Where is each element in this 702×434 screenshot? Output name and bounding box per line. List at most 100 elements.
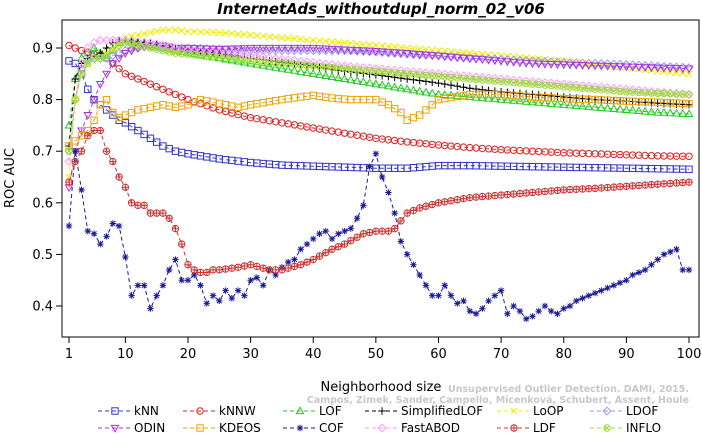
point-ODIN-60 <box>434 52 443 61</box>
point-LDF-92 <box>635 181 643 190</box>
point-LOF-66 <box>471 92 481 101</box>
legend-label-KDEOS: KDEOS <box>219 421 261 434</box>
point-kNNW-15 <box>152 83 161 91</box>
point-LDF-94 <box>647 180 656 189</box>
point-LOF-44 <box>333 73 343 82</box>
point-ODIN-62 <box>446 53 456 62</box>
point-ODIN-11 <box>127 47 137 56</box>
point-LoOP-30 <box>247 31 255 39</box>
point-FastABOD-80 <box>559 79 569 89</box>
point-LOF-58 <box>421 87 431 96</box>
point-INFLO-6 <box>96 54 105 63</box>
point-LDF-85 <box>591 184 599 193</box>
point-INFLO-2 <box>71 95 79 104</box>
point-LoOP-80 <box>560 57 568 65</box>
point-ODIN-64 <box>459 54 469 63</box>
x-tick-label-40: 40 <box>305 347 322 362</box>
point-LDOF-31 <box>252 46 262 56</box>
point-ODIN-10 <box>120 50 130 58</box>
point-FastABOD-90 <box>621 84 631 94</box>
point-ODIN-90 <box>621 63 631 72</box>
point-LDF-96 <box>660 180 668 188</box>
legend-item-kNN: kNN <box>98 404 159 418</box>
point-COF-88 <box>610 282 618 289</box>
point-LOF-76 <box>534 97 544 106</box>
legend-label-INFLO: INFLO <box>626 421 661 434</box>
point-LDF-11 <box>127 199 136 207</box>
point-SimplifiedLOF-78 <box>547 92 556 100</box>
point-COF-72 <box>510 302 517 310</box>
point-LDF-39 <box>303 258 311 266</box>
point-LOF-89 <box>615 104 625 113</box>
point-LDF-21 <box>190 266 198 274</box>
point-kNN-16 <box>159 142 167 150</box>
point-FastABOD-95 <box>653 87 663 97</box>
point-LDF-71 <box>503 190 512 199</box>
point-LOF-49 <box>365 78 375 87</box>
legend-item-LDF: LDF <box>497 421 556 434</box>
point-SimplifiedLOF-54 <box>397 74 405 82</box>
point-COF-19 <box>178 277 185 284</box>
point-FastABOD-92 <box>634 85 644 95</box>
point-COF-67 <box>479 305 486 312</box>
legend-label-ODIN: ODIN <box>134 421 165 434</box>
point-ODIN-33 <box>264 44 274 53</box>
point-FastABOD-82 <box>571 80 581 90</box>
point-LDF-34 <box>271 266 280 274</box>
point-INFLO-100 <box>685 90 693 99</box>
point-LDF-90 <box>622 182 631 190</box>
point-COF-49 <box>366 163 373 170</box>
point-FastABOD-43 <box>327 60 337 70</box>
point-FastABOD-33 <box>264 53 274 63</box>
point-ODIN-67 <box>477 56 487 65</box>
point-LDF-83 <box>578 185 587 193</box>
point-LoOP-23 <box>203 28 211 36</box>
point-LDF-18 <box>171 224 180 233</box>
point-COF-57 <box>416 271 423 279</box>
point-ODIN-74 <box>521 59 531 68</box>
point-LDF-26 <box>221 265 230 273</box>
point-ODIN-25 <box>214 45 224 54</box>
point-LOF-65 <box>465 92 475 101</box>
point-FastABOD-7 <box>102 35 112 45</box>
point-COF-66 <box>472 310 480 317</box>
point-LDF-61 <box>441 198 449 206</box>
point-LDOF-41 <box>314 46 325 56</box>
point-COF-20 <box>184 277 192 284</box>
point-LDF-16 <box>159 209 167 217</box>
credit-line-2: Campos, Zimek, Sander, Campello, Micenko… <box>307 395 689 406</box>
point-LDF-13 <box>140 201 148 210</box>
point-LOF-91 <box>628 105 638 114</box>
point-LOF-54 <box>396 83 406 92</box>
point-LOF-88 <box>609 104 619 112</box>
point-LoOP-10 <box>121 34 129 42</box>
point-COF-29 <box>241 292 248 299</box>
point-LDOF-81 <box>565 58 575 68</box>
legend-marker-LoOP <box>510 407 518 415</box>
point-FastABOD-47 <box>352 62 362 72</box>
legend-marker-INFLO <box>603 424 611 432</box>
point-LOF-26 <box>221 54 231 63</box>
point-COF-97 <box>667 248 674 256</box>
point-FastABOD-89 <box>615 84 625 94</box>
point-LDF-28 <box>234 263 242 271</box>
legend-item-COF: COF <box>283 421 344 434</box>
point-ODIN-3 <box>77 127 86 136</box>
point-ODIN-96 <box>659 64 669 73</box>
point-COF-37 <box>291 256 298 263</box>
point-ODIN-63 <box>452 54 462 63</box>
point-COF-44 <box>335 230 342 237</box>
point-LOF-60 <box>434 89 443 98</box>
point-ODIN-83 <box>578 62 587 70</box>
point-ODIN-4 <box>83 111 93 120</box>
point-LDF-66 <box>472 193 480 201</box>
point-ODIN-34 <box>271 44 281 53</box>
point-COF-50 <box>372 150 380 157</box>
point-LDF-45 <box>340 240 349 248</box>
point-LoOP-16 <box>159 26 167 34</box>
point-LDF-53 <box>390 224 399 233</box>
point-FastABOD-75 <box>527 77 537 87</box>
point-kNN-100 <box>685 165 693 173</box>
point-LOF-94 <box>646 107 656 116</box>
